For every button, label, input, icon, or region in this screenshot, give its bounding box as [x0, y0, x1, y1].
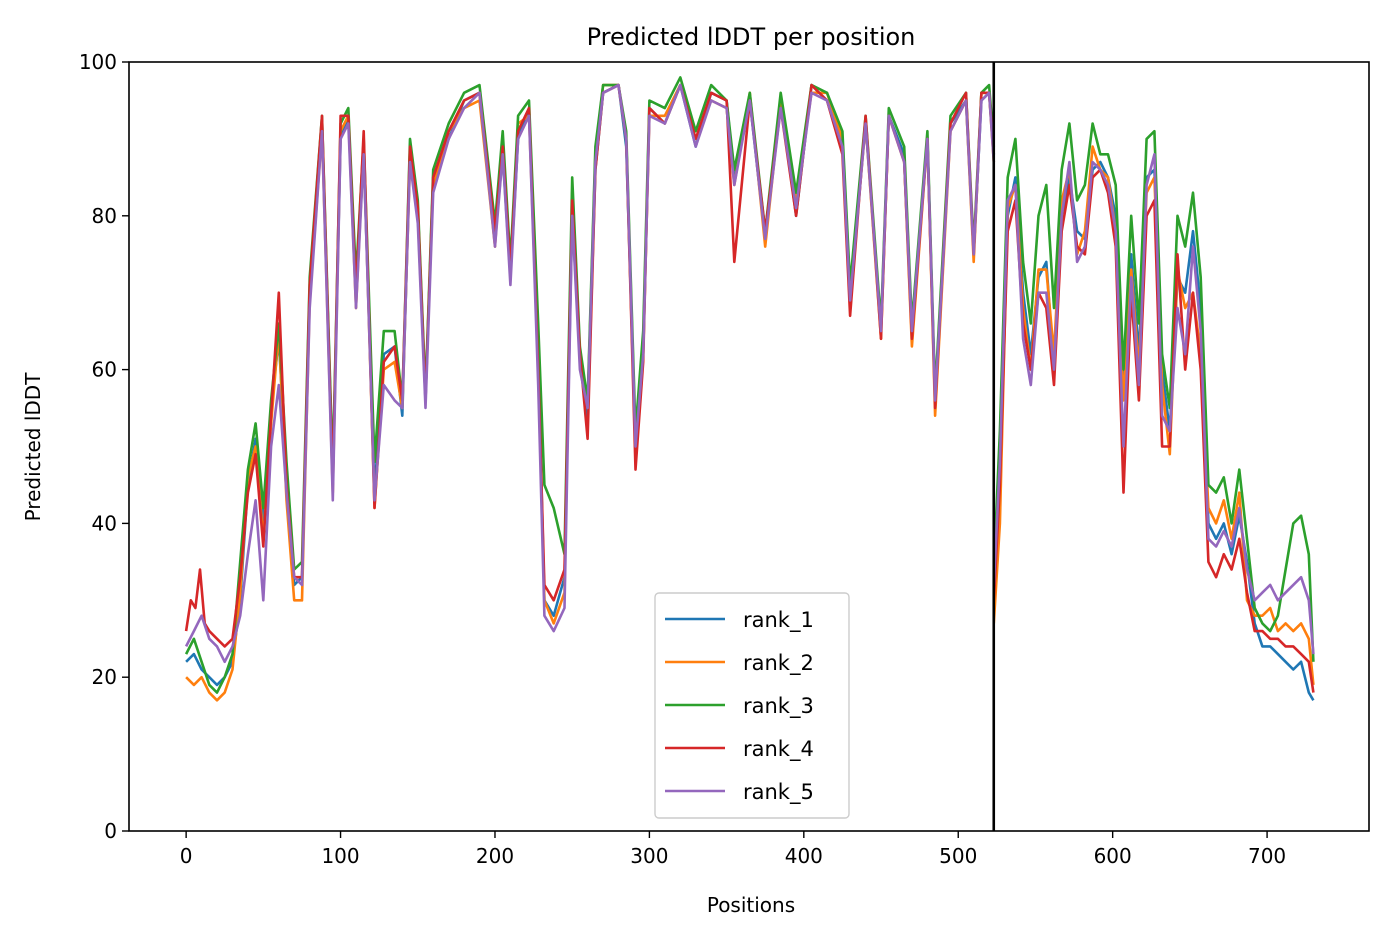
legend: rank_1 rank_2 rank_3 rank_4 rank_5 [654, 592, 850, 819]
x-tick-label: 400 [785, 844, 823, 868]
series-line-rank_2 [992, 145, 1315, 686]
x-tick-label: 700 [1248, 844, 1286, 868]
legend-label: rank_2 [743, 651, 814, 676]
y-axis-ticks: 0 20 40 60 80 100 [79, 50, 129, 843]
series-line-rank_1 [992, 160, 1315, 701]
x-axis-ticks: 0 100 200 300 400 500 600 700 [180, 831, 1286, 868]
x-tick-label: 0 [180, 844, 193, 868]
legend-label: rank_3 [743, 694, 814, 719]
x-tick-label: 300 [630, 844, 668, 868]
x-tick-label: 100 [321, 844, 359, 868]
chart-title: Predicted lDDT per position [587, 23, 916, 51]
y-tick-label: 20 [92, 665, 117, 689]
legend-label: rank_4 [743, 737, 814, 762]
x-axis-label: Positions [707, 893, 795, 917]
y-tick-label: 80 [92, 204, 117, 228]
legend-label: rank_5 [743, 780, 814, 805]
series-line-rank_4 [992, 168, 1315, 693]
series-layer [184, 76, 1315, 702]
plot-frame [128, 61, 1370, 832]
y-tick-label: 60 [92, 358, 117, 382]
x-tick-label: 600 [1094, 844, 1132, 868]
legend-label: rank_1 [743, 608, 814, 633]
x-tick-label: 500 [939, 844, 977, 868]
legend-box [654, 592, 850, 819]
series-line-rank_5 [992, 153, 1315, 655]
series-line-rank_5 [184, 83, 996, 664]
y-tick-label: 40 [92, 511, 117, 535]
series-line-rank_3 [992, 122, 1315, 662]
y-tick-label: 100 [79, 50, 117, 74]
y-tick-label: 0 [104, 819, 117, 843]
y-axis-label: Predicted lDDT [21, 372, 45, 522]
x-tick-label: 200 [476, 844, 514, 868]
